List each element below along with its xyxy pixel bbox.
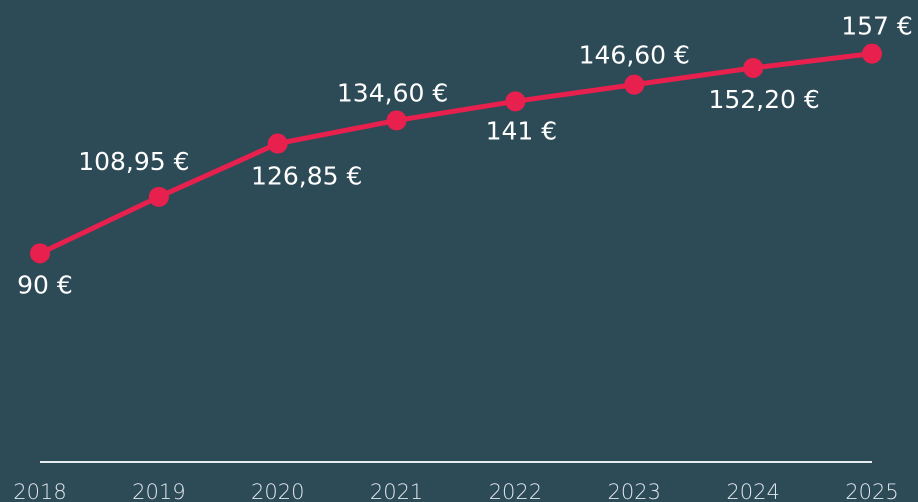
line bbox=[38, 51, 873, 256]
x-tick-label: 2018 bbox=[13, 480, 66, 502]
point bbox=[148, 186, 169, 207]
point bbox=[862, 43, 882, 64]
x-tick-label: 2020 bbox=[251, 480, 304, 502]
point bbox=[386, 110, 407, 131]
point bbox=[505, 91, 526, 112]
x-tick-label: 2021 bbox=[370, 480, 423, 502]
data-label: 90 € bbox=[17, 270, 73, 299]
data-label: 146,60 € bbox=[579, 41, 690, 70]
x-tick-label: 2023 bbox=[608, 480, 661, 502]
data-label: 108,95 € bbox=[78, 147, 189, 176]
data-label: 134,60 € bbox=[337, 78, 448, 107]
data-label: 152,20 € bbox=[708, 85, 819, 114]
data-label: 141 € bbox=[486, 116, 558, 145]
x-tick-label: 2019 bbox=[132, 480, 185, 502]
x-tick-label: 2024 bbox=[726, 480, 779, 502]
data-label: 126,85 € bbox=[251, 162, 362, 191]
x-tick-label: 2022 bbox=[489, 480, 542, 502]
x-tick-label: 2025 bbox=[845, 480, 898, 502]
data-label: 157 € bbox=[841, 12, 913, 41]
point bbox=[743, 57, 764, 78]
point bbox=[624, 74, 645, 95]
point bbox=[267, 133, 288, 154]
point bbox=[30, 243, 50, 264]
